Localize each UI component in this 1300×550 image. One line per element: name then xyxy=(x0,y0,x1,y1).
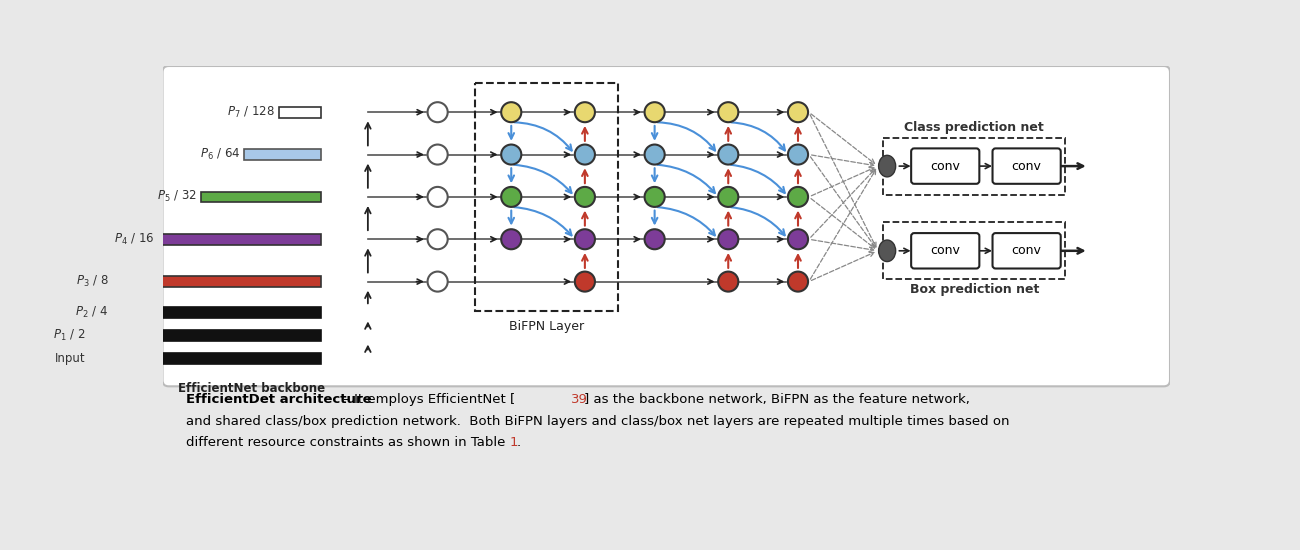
Circle shape xyxy=(645,229,664,249)
Circle shape xyxy=(645,102,664,122)
Bar xyxy=(159,234,321,245)
FancyBboxPatch shape xyxy=(911,233,979,268)
Circle shape xyxy=(428,145,447,164)
Bar xyxy=(112,276,321,287)
Bar xyxy=(202,191,321,202)
Circle shape xyxy=(718,102,738,122)
Circle shape xyxy=(645,187,664,207)
Text: and shared class/box prediction network.  Both BiFPN layers and class/box net la: and shared class/box prediction network.… xyxy=(186,415,1009,428)
Text: ] as the backbone network, BiFPN as the feature network,: ] as the backbone network, BiFPN as the … xyxy=(584,393,970,406)
Bar xyxy=(112,307,321,318)
Circle shape xyxy=(428,229,447,249)
FancyBboxPatch shape xyxy=(992,148,1061,184)
Text: Class prediction net: Class prediction net xyxy=(905,121,1044,134)
Text: – It employs EfficientNet [: – It employs EfficientNet [ xyxy=(339,393,515,406)
Circle shape xyxy=(718,272,738,292)
Text: conv: conv xyxy=(1011,160,1041,173)
Circle shape xyxy=(575,229,595,249)
FancyBboxPatch shape xyxy=(162,66,1170,386)
FancyBboxPatch shape xyxy=(911,148,979,184)
Circle shape xyxy=(788,187,809,207)
FancyBboxPatch shape xyxy=(992,233,1061,268)
Text: $P_6$ / 64: $P_6$ / 64 xyxy=(200,147,240,162)
Circle shape xyxy=(718,229,738,249)
Circle shape xyxy=(502,102,521,122)
Text: conv: conv xyxy=(1011,244,1041,257)
Circle shape xyxy=(645,145,664,164)
Bar xyxy=(474,83,619,311)
Text: $P_7$ / 128: $P_7$ / 128 xyxy=(227,104,274,120)
Text: .: . xyxy=(516,436,521,449)
Circle shape xyxy=(502,229,521,249)
Text: 1: 1 xyxy=(510,436,519,449)
Ellipse shape xyxy=(879,155,896,177)
Circle shape xyxy=(718,187,738,207)
Circle shape xyxy=(502,145,521,164)
Text: $P_2$ / 4: $P_2$ / 4 xyxy=(75,305,108,320)
Bar xyxy=(883,222,1066,279)
Circle shape xyxy=(788,102,809,122)
Circle shape xyxy=(788,145,809,164)
Bar xyxy=(244,149,321,160)
Text: 39: 39 xyxy=(571,393,588,406)
Circle shape xyxy=(575,272,595,292)
Circle shape xyxy=(788,272,809,292)
Bar xyxy=(278,107,321,118)
Circle shape xyxy=(575,187,595,207)
Text: $P_1$ / 2: $P_1$ / 2 xyxy=(52,328,84,343)
Circle shape xyxy=(502,187,521,207)
Circle shape xyxy=(428,102,447,122)
Circle shape xyxy=(788,229,809,249)
Text: EfficientNet backbone: EfficientNet backbone xyxy=(178,382,325,395)
Text: BiFPN Layer: BiFPN Layer xyxy=(510,320,584,333)
Text: $P_4$ / 16: $P_4$ / 16 xyxy=(114,232,155,247)
Text: conv: conv xyxy=(931,244,961,257)
Text: EfficientDet architecture: EfficientDet architecture xyxy=(186,393,372,406)
Circle shape xyxy=(718,145,738,164)
Text: $P_3$ / 8: $P_3$ / 8 xyxy=(75,274,108,289)
Circle shape xyxy=(428,187,447,207)
Bar xyxy=(88,330,321,341)
Text: Box prediction net: Box prediction net xyxy=(910,283,1039,296)
Text: conv: conv xyxy=(931,160,961,173)
Circle shape xyxy=(575,102,595,122)
Bar xyxy=(883,138,1066,195)
Text: Input: Input xyxy=(55,352,84,365)
Circle shape xyxy=(575,145,595,164)
Text: $P_5$ / 32: $P_5$ / 32 xyxy=(157,189,198,205)
Ellipse shape xyxy=(879,240,896,262)
Bar xyxy=(88,353,321,364)
Circle shape xyxy=(428,272,447,292)
Text: different resource constraints as shown in Table: different resource constraints as shown … xyxy=(186,436,510,449)
